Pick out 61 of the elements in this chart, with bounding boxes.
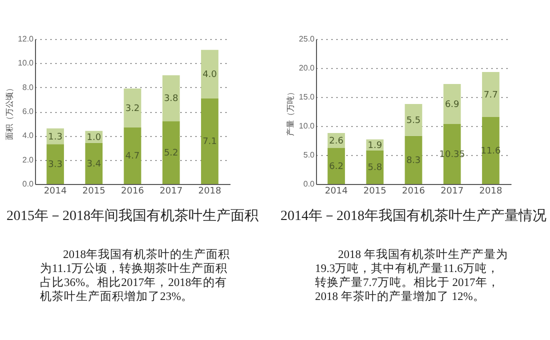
bar [162, 75, 180, 122]
bar [404, 104, 422, 136]
y-tick-label: 4.0 [22, 131, 34, 140]
bar [46, 144, 64, 184]
data-label: 3.4 [86, 159, 102, 170]
bar [328, 148, 345, 184]
data-label: 3.2 [125, 104, 140, 114]
y-tick-label: 10.0 [18, 58, 34, 68]
data-label: 6.2 [329, 162, 344, 172]
data-label: 4.7 [125, 152, 140, 162]
bar [482, 72, 500, 117]
y-tick-label: 5.0 [303, 150, 316, 160]
x-tick-label: 2014 [44, 186, 67, 196]
data-label: 4.0 [202, 70, 218, 80]
bar [201, 98, 218, 184]
data-label: 6.9 [444, 100, 460, 110]
y-tick-label: 12.0 [18, 34, 34, 44]
y-tick-label: 6.0 [22, 107, 34, 116]
y-axis-title: 产量（万吨） [286, 88, 295, 136]
x-tick-label: 2018 [198, 186, 222, 196]
data-label: 7.1 [202, 137, 217, 148]
x-tick-label: 2017 [160, 186, 183, 196]
bar [124, 127, 142, 184]
data-label: 5.5 [406, 116, 421, 126]
y-tick-label: 25.0 [298, 34, 316, 44]
data-label: 2.6 [329, 136, 344, 146]
bar [162, 121, 180, 184]
data-label: 1.3 [48, 132, 62, 142]
x-tick-label: 2016 [402, 186, 426, 196]
bar [443, 84, 461, 124]
text: 2014年－2018年我国有机茶叶生产产量情况 [280, 208, 546, 224]
bar [124, 88, 142, 128]
data-label: 1.0 [86, 132, 102, 143]
data-label: 7.7 [484, 90, 498, 100]
text: 2018年我国有机茶叶的生产面积为11.1万公顷，转换期茶叶生产面积占比36%。相比2017年，2018年的有机茶叶生产面积增加了23%。 [39, 248, 231, 304]
x-tick-label: 2015 [82, 186, 106, 196]
text: 2015年－2018年间我国有机茶叶生产面积 [6, 208, 258, 224]
y-axis-title: 面积（万公顷） [4, 84, 14, 140]
x-tick-label: 2018 [479, 186, 502, 196]
y-tick-label: 0.0 [22, 180, 34, 188]
data-label: 8.3 [406, 156, 421, 166]
y-tick-label: 20.0 [298, 64, 316, 72]
data-label: 3.3 [48, 160, 62, 170]
data-label: 1.9 [368, 140, 382, 151]
data-label: 5.2 [164, 148, 178, 159]
bar [85, 142, 103, 184]
x-tick-label: 2015 [363, 186, 386, 196]
x-tick-label: 2016 [121, 186, 144, 196]
x-tick-label: 2014 [324, 186, 348, 196]
bar [404, 136, 422, 184]
y-tick-label: 8.0 [22, 82, 34, 92]
y-tick-label: 15.0 [298, 92, 316, 102]
data-label: 3.8 [164, 94, 179, 104]
text: 2018 年我国有机茶叶生产产量为 19.3万吨，其中有机产量11.6万吨，转换产量7.7万吨。相比于 2017年，2018 年茶叶的产量增加了 12%。 [314, 248, 509, 304]
data-label: 5.8 [368, 163, 382, 174]
x-tick-label: 2017 [440, 186, 464, 196]
y-tick-label: 2.0 [22, 155, 34, 164]
bar [201, 50, 218, 98]
bar [366, 150, 384, 184]
y-tick-label: 0.0 [303, 180, 316, 188]
y-tick-label: 10.0 [298, 122, 316, 130]
